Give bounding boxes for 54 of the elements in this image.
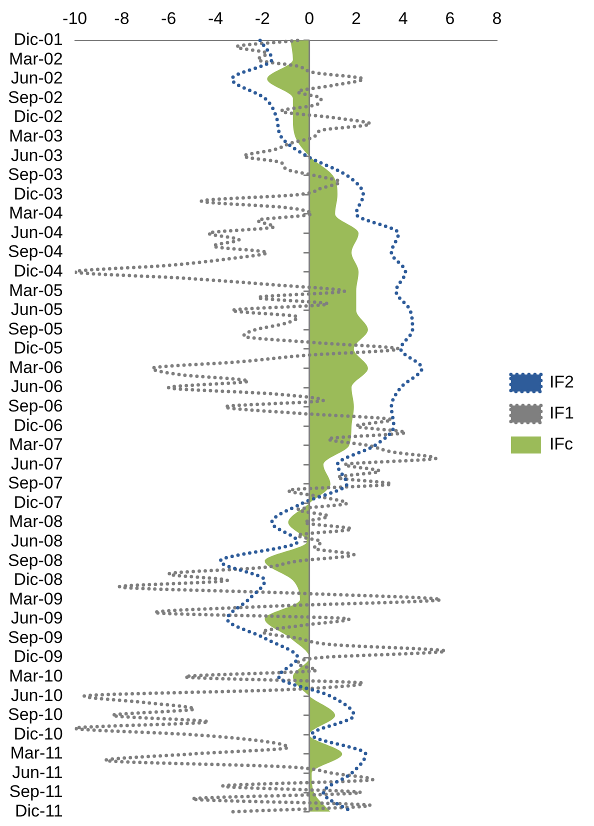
- y-tick-label: Mar-09: [8, 589, 63, 608]
- x-tick-label: 6: [445, 8, 455, 28]
- y-tick-label: Dic-01: [14, 30, 63, 50]
- x-tick-label: -4: [208, 8, 224, 28]
- y-tick-label: Mar-06: [8, 358, 63, 377]
- y-tick-label: Mar-04: [8, 204, 63, 223]
- x-tick-label: -10: [62, 8, 88, 28]
- y-tick-label: Sep-07: [8, 474, 63, 493]
- y-tick-label: Dic-10: [14, 724, 63, 744]
- y-tick-label: Mar-03: [8, 126, 63, 146]
- y-tick-label: Dic-09: [14, 647, 63, 666]
- y-tick-label: Dic-07: [14, 492, 63, 512]
- y-tick-label: Dic-08: [14, 570, 63, 590]
- y-tick-label: Dic-06: [14, 416, 63, 435]
- y-tick-label: Jun-05: [10, 300, 63, 320]
- x-tick-label: 8: [492, 8, 502, 28]
- x-tick-label: -2: [254, 8, 270, 28]
- legend-label: IFc: [549, 434, 574, 454]
- x-tick-label: 4: [398, 8, 408, 28]
- x-tick-label: 2: [351, 8, 361, 28]
- y-tick-label: Mar-05: [8, 280, 63, 300]
- y-tick-label: Sep-11: [9, 782, 63, 802]
- y-tick-label: Mar-11: [10, 744, 63, 763]
- legend-label: IF1: [549, 404, 574, 423]
- y-tick-label: Dic-05: [14, 338, 63, 358]
- y-tick-label: Sep-05: [8, 319, 63, 338]
- y-tick-label: Dic-03: [14, 184, 63, 204]
- y-tick-label: Jun-10: [10, 686, 63, 705]
- y-tick-label: Jun-03: [10, 146, 63, 165]
- x-tick-label: -6: [161, 8, 176, 28]
- y-tick-label: Dic-02: [14, 107, 63, 126]
- x-tick-label: 0: [304, 8, 314, 28]
- y-tick-label: Sep-04: [8, 242, 63, 262]
- x-tick-label: -8: [114, 8, 130, 28]
- y-tick-label: Jun-08: [10, 531, 63, 550]
- y-tick-label: Jun-06: [10, 377, 63, 396]
- y-tick-label: Dic-04: [14, 262, 63, 281]
- y-tick-label: Sep-02: [8, 88, 63, 107]
- y-tick-label: Dic-11: [14, 801, 63, 820]
- y-tick-label: Jun-11: [12, 762, 63, 782]
- y-tick-label: Mar-10: [8, 666, 63, 686]
- y-tick-label: Jun-07: [10, 454, 63, 474]
- y-tick-label: Jun-04: [10, 222, 63, 242]
- y-tick-label: Mar-08: [8, 512, 63, 532]
- y-tick-label: Sep-10: [8, 705, 63, 724]
- y-tick-label: Sep-03: [8, 165, 63, 184]
- legend-label: IF2: [549, 372, 574, 392]
- y-tick-label: Mar-02: [8, 49, 63, 68]
- y-tick-label: Sep-09: [8, 628, 63, 647]
- y-tick-label: Mar-07: [8, 435, 63, 454]
- y-tick-label: Sep-06: [8, 396, 63, 416]
- y-tick-label: Sep-08: [8, 550, 63, 570]
- y-tick-label: Jun-09: [10, 608, 63, 628]
- y-tick-label: Jun-02: [10, 68, 63, 88]
